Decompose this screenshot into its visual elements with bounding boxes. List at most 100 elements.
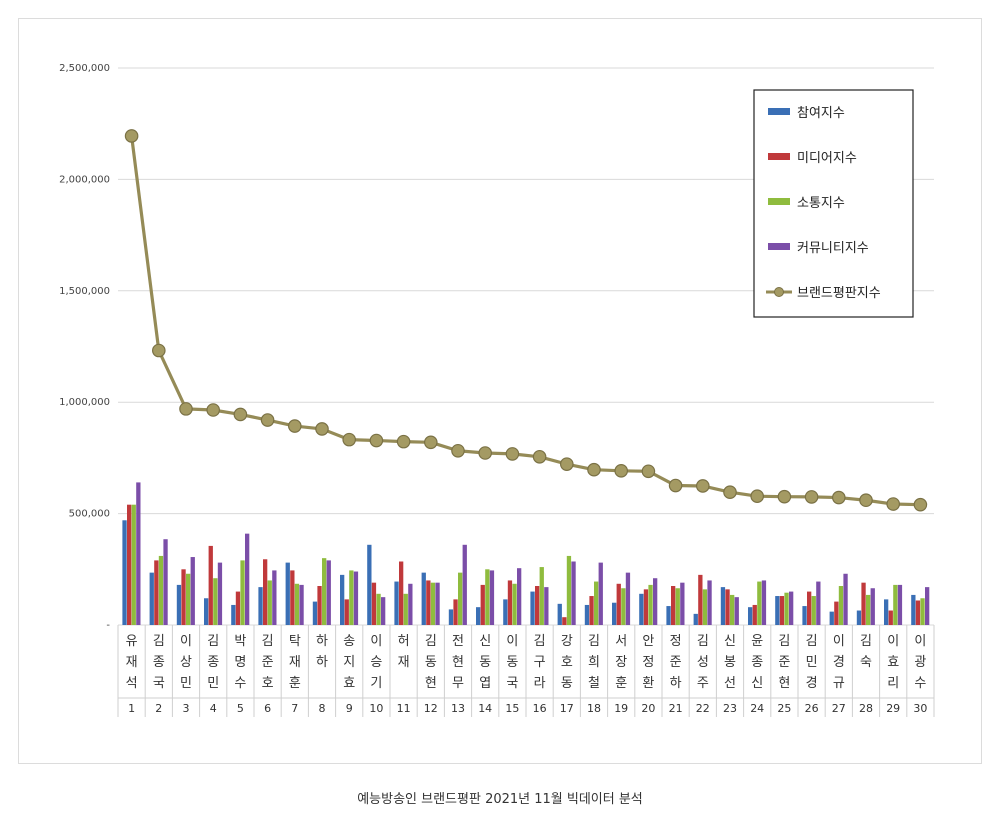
x-rank-label: 9 [346, 702, 353, 715]
bar-미디어지수 [643, 589, 649, 625]
x-category-label: 숙 [860, 655, 872, 670]
line-point [532, 449, 547, 464]
bar-소통지수 [186, 573, 191, 625]
bar-미디어지수 [616, 583, 621, 625]
legend-label: 브랜드평판지수 [797, 286, 881, 301]
line-point [505, 447, 520, 461]
bar-소통지수 [621, 588, 626, 625]
line-point [559, 457, 574, 471]
x-category-label: 유 [126, 634, 138, 649]
bar-소통지수 [648, 584, 653, 625]
bar-미디어지수 [671, 586, 676, 625]
line-point [179, 402, 193, 416]
y-tick-label: 2,000,000 [59, 174, 110, 185]
bar-커뮤니티지수 [435, 582, 440, 625]
x-category-label: 상 [180, 655, 192, 670]
bar-미디어지수 [507, 580, 513, 625]
x-rank-label: 20 [641, 702, 655, 715]
bar-참여지수 [802, 606, 807, 625]
bar-커뮤니티지수 [734, 597, 739, 625]
x-category-label: 이 [180, 634, 192, 649]
bar-소통지수 [376, 593, 381, 625]
bar-미디어지수 [399, 561, 404, 625]
legend-swatch [768, 108, 790, 115]
line-point [315, 422, 329, 436]
bar-소통지수 [784, 592, 789, 625]
x-category-label: 경 [806, 676, 818, 691]
x-category-label: 이 [506, 634, 518, 649]
bar-커뮤니티지수 [707, 580, 712, 625]
bar-참여지수 [340, 574, 345, 625]
x-category-label: 준 [262, 655, 274, 670]
brand-reputation-chart: - 500,000 1,000,000 1,500,000 2,000,000 2,500… [59, 63, 935, 717]
x-category-label: 현 [452, 655, 464, 670]
x-category-label: 하 [670, 676, 682, 691]
line-point [913, 497, 928, 512]
bar-커뮤니티지수 [326, 560, 331, 625]
x-category-label: 이 [887, 634, 899, 649]
x-category-label: 김 [425, 634, 437, 649]
bar-미디어지수 [480, 584, 485, 625]
bar-소통지수 [403, 593, 408, 625]
x-category-label: 규 [833, 676, 845, 691]
line-point [695, 479, 710, 493]
bar-소통지수 [838, 586, 844, 625]
x-rank-label: 30 [913, 702, 927, 715]
line-point [831, 490, 846, 505]
bar-참여지수 [476, 607, 481, 625]
bar-미디어지수 [834, 601, 839, 625]
bar-미디어지수 [453, 599, 458, 625]
x-category-label: 신 [724, 634, 736, 649]
x-category-label: 하 [316, 655, 328, 670]
bar-소통지수 [294, 583, 300, 625]
legend-swatch [768, 198, 790, 205]
x-category-label: 김 [860, 634, 872, 649]
bar-커뮤니티지수 [163, 539, 168, 625]
legend-marker [774, 287, 784, 297]
x-category-label: 준 [778, 655, 790, 670]
x-category-label: 재 [126, 655, 138, 670]
bar-미디어지수 [861, 582, 866, 625]
bar-미디어지수 [181, 569, 186, 625]
y-tick-label: - [106, 620, 110, 631]
x-category-label: 김 [806, 634, 818, 649]
line-point [396, 434, 411, 449]
bar-미디어지수 [371, 582, 377, 625]
x-rank-label: 4 [210, 702, 217, 715]
bar-커뮤니티지수 [843, 573, 848, 625]
bar-참여지수 [557, 603, 562, 625]
line-point [641, 464, 656, 479]
x-category-label: 이 [914, 634, 926, 649]
line-point [478, 446, 492, 460]
bar-소통지수 [240, 560, 245, 625]
x-category-label: 김 [153, 634, 165, 649]
legend-label: 참여지수 [797, 106, 845, 121]
line-point [668, 478, 683, 493]
x-category-label: 종 [207, 655, 219, 670]
bar-커뮤니티지수 [870, 588, 875, 625]
x-category-label: 효 [343, 676, 355, 691]
x-category-label: 종 [153, 655, 165, 670]
bar-참여지수 [693, 613, 698, 625]
line-point [777, 489, 792, 504]
x-rank-label: 5 [237, 702, 244, 715]
x-category-label: 재 [289, 655, 301, 670]
x-category-label: 현 [425, 676, 437, 691]
x-rank-label: 11 [397, 702, 411, 715]
bar-미디어지수 [915, 600, 921, 625]
bar-미디어지수 [589, 596, 594, 625]
x-rank-label: 14 [478, 702, 492, 715]
x-category-label: 송 [343, 634, 355, 649]
x-category-label: 박 [234, 634, 246, 649]
x-category-label: 라 [534, 676, 546, 691]
bar-참여지수 [176, 584, 182, 625]
x-rank-label: 29 [886, 702, 900, 715]
x-category-label: 수 [234, 676, 246, 691]
x-category-label: 지 [343, 655, 355, 670]
bar-소통지수 [131, 504, 136, 625]
bar-미디어지수 [698, 574, 703, 625]
x-category-label: 구 [534, 655, 546, 670]
bar-소통지수 [158, 555, 164, 625]
x-category-label: 기 [370, 676, 382, 691]
x-rank-label: 6 [264, 702, 271, 715]
